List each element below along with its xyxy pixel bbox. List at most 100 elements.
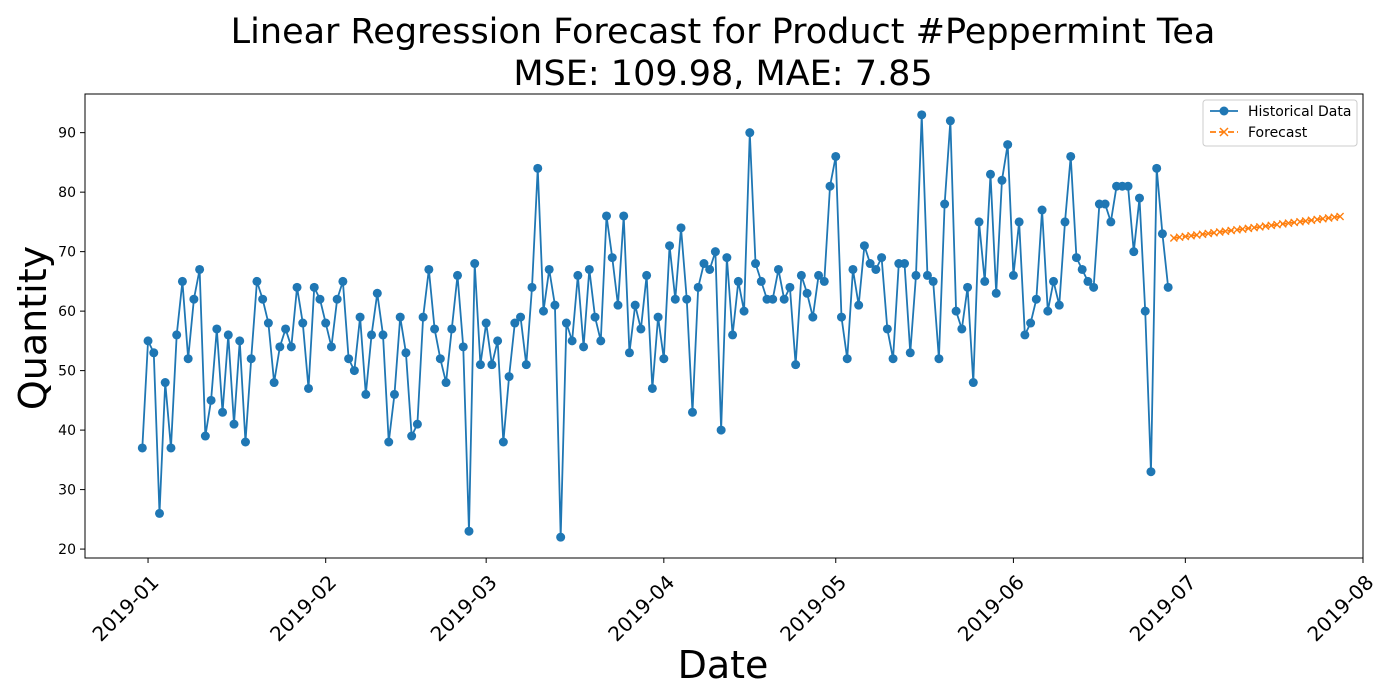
data-point [177, 276, 187, 286]
data-point [636, 324, 646, 334]
data-point [160, 378, 170, 388]
data-point [584, 264, 594, 274]
data-point [1152, 163, 1162, 173]
plot-area [137, 110, 1345, 542]
data-point [751, 259, 761, 269]
data-point [940, 199, 950, 209]
data-point [808, 312, 818, 322]
data-point [516, 312, 526, 322]
data-point [722, 253, 732, 263]
data-point [389, 389, 399, 399]
y-axis: 20 30 40 50 60 70 80 90 [58, 126, 85, 558]
data-point [613, 300, 623, 310]
data-point [642, 270, 652, 280]
data-point [836, 312, 846, 322]
x-tick-label: 2019-07 [1125, 570, 1201, 646]
data-point [504, 372, 514, 382]
x-tick-label: 2019-06 [953, 570, 1029, 646]
data-point [739, 306, 749, 316]
data-point [596, 336, 606, 346]
data-point [155, 508, 165, 518]
data-point [206, 395, 216, 405]
data-point [344, 354, 354, 364]
data-point [430, 324, 440, 334]
data-point [556, 532, 566, 542]
data-point [934, 354, 944, 364]
data-point [985, 169, 995, 179]
data-point [349, 366, 359, 376]
data-point [1129, 247, 1139, 257]
data-point [1163, 282, 1173, 292]
data-point [1054, 300, 1064, 310]
data-point [745, 128, 755, 138]
data-point [877, 253, 887, 263]
data-point [435, 354, 445, 364]
data-point [326, 342, 336, 352]
data-point [951, 306, 961, 316]
y-tick-label: 30 [58, 483, 76, 499]
data-point [768, 294, 778, 304]
y-tick-label: 90 [58, 126, 76, 142]
data-point [240, 437, 250, 447]
x-axis-label: Date [678, 643, 769, 687]
data-point [785, 282, 795, 292]
data-point [263, 318, 273, 328]
data-point [1043, 306, 1053, 316]
data-point [590, 312, 600, 322]
data-point [997, 175, 1007, 185]
data-point [321, 318, 331, 328]
data-point [968, 378, 978, 388]
data-point [579, 342, 589, 352]
data-point [481, 318, 491, 328]
data-point [619, 211, 629, 221]
data-point [1071, 253, 1081, 263]
data-point [911, 270, 921, 280]
y-tick-label: 50 [58, 364, 76, 380]
data-point [676, 223, 686, 233]
x-axis: 2019-01 2019-02 2019-03 2019-04 2019-05 2019-… [87, 558, 1378, 646]
data-point [166, 443, 176, 453]
data-point [945, 116, 955, 126]
data-point [172, 330, 182, 340]
data-point [682, 294, 692, 304]
x-tick-label: 2019-04 [603, 570, 679, 646]
data-point [286, 342, 296, 352]
data-point [888, 354, 898, 364]
data-point [882, 324, 892, 334]
data-point [1106, 217, 1116, 227]
data-point [212, 324, 222, 334]
data-point [900, 259, 910, 269]
data-point [773, 264, 783, 274]
data-point [859, 241, 869, 251]
data-point [281, 324, 291, 334]
y-tick-label: 20 [58, 542, 76, 558]
data-point [292, 282, 302, 292]
data-point [384, 437, 394, 447]
y-tick-label: 40 [58, 423, 76, 439]
data-point [252, 276, 262, 286]
data-point [475, 360, 485, 370]
data-point [1134, 193, 1144, 203]
data-point [791, 360, 801, 370]
data-point [687, 407, 697, 417]
data-point [710, 247, 720, 257]
legend-historical-label: Historical Data [1248, 104, 1351, 120]
data-point [693, 282, 703, 292]
data-point [235, 336, 245, 346]
data-point [183, 354, 193, 364]
data-point [137, 443, 147, 453]
data-point [699, 259, 709, 269]
data-point [304, 383, 314, 393]
data-point [269, 378, 279, 388]
x-tick-label: 2019-01 [87, 570, 163, 646]
data-point [854, 300, 864, 310]
legend-frame [1202, 99, 1358, 147]
plot-frame [84, 93, 1364, 559]
series-line-historical [141, 114, 1170, 538]
data-point [796, 270, 806, 280]
legend: Historical Data Forecast [1202, 99, 1358, 147]
data-point [470, 259, 480, 269]
data-point [464, 526, 474, 536]
data-point [848, 264, 858, 274]
x-tick-label: 2019-08 [1302, 570, 1378, 646]
